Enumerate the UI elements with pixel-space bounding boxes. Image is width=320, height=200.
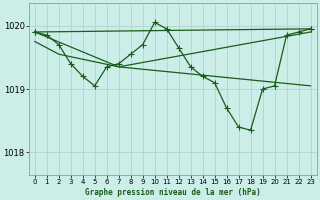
X-axis label: Graphe pression niveau de la mer (hPa): Graphe pression niveau de la mer (hPa) (85, 188, 260, 197)
